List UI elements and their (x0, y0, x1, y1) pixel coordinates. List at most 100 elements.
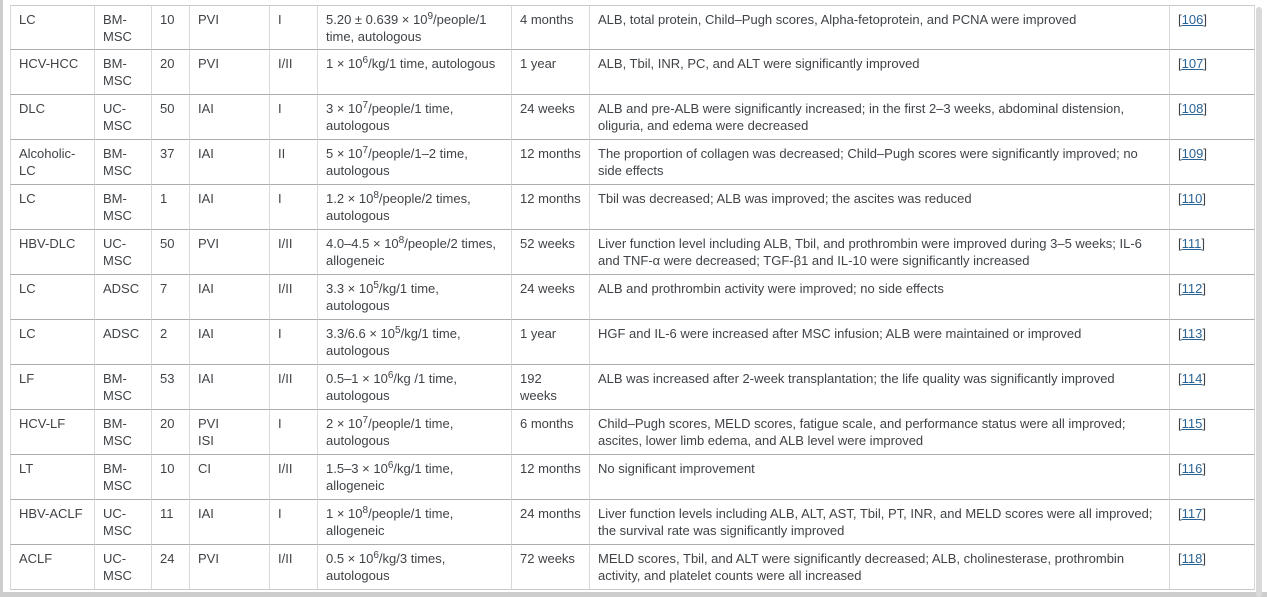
reference-link[interactable]: 109 (1181, 146, 1204, 161)
reference-link[interactable]: 106 (1181, 12, 1204, 27)
route-label-2: ISI (198, 433, 214, 448)
reference-cell: [106] (1170, 5, 1255, 50)
duration-label: 12 months (520, 146, 581, 161)
table-row: Alcoholic-LC BM-MSC 37 IAI II 5 × 107/pe… (10, 140, 1255, 185)
dose-rest: /kg /1 time, autologous (326, 371, 457, 403)
results-text: No significant improvement (598, 461, 755, 476)
reference-cell: [111] (1170, 230, 1255, 275)
disease-label: HBV-DLC (19, 236, 76, 251)
reference-cell: [110] (1170, 185, 1255, 230)
disease-cell: LF (10, 365, 95, 410)
disease-cell: LT (10, 455, 95, 500)
dose-cell: 1.5–3 × 106/kg/1 time, allogeneic (318, 455, 512, 500)
dose-rest: /kg/1 time, autologous (326, 281, 439, 313)
ref-open-bracket: [ (1178, 326, 1182, 341)
route-cell: IAI (190, 320, 270, 365)
patient-count-cell: 2 (152, 320, 190, 365)
duration-label: 72 weeks (520, 551, 575, 566)
dose-rest: /people/1 time, autologous (326, 416, 454, 448)
cell-type-cell: UC-MSC (95, 545, 152, 590)
table-row: HBV-ACLF UC-MSC 11 IAI I 1 × 108/people/… (10, 500, 1255, 545)
results-text: HGF and IL-6 were increased after MSC in… (598, 326, 1082, 341)
duration-cell: 24 months (512, 500, 590, 545)
disease-cell: LC (10, 185, 95, 230)
dose-rest: /kg/1 time, autologous (326, 326, 461, 358)
dose-cell: 0.5 × 106/kg/3 times, autologous (318, 545, 512, 590)
cell-type-cell: UC-MSC (95, 230, 152, 275)
dose-rest: /people/2 times, allogeneic (326, 236, 496, 268)
results-cell: No significant improvement (590, 455, 1170, 500)
phase-label: I/II (278, 56, 293, 71)
phase-label: I/II (278, 281, 293, 296)
duration-cell: 52 weeks (512, 230, 590, 275)
disease-label: HBV-ACLF (19, 506, 83, 521)
reference-link[interactable]: 117 (1181, 506, 1203, 521)
reference-link[interactable]: 111 (1181, 236, 1202, 251)
disease-label: DLC (19, 101, 46, 116)
route-label: IAI (198, 146, 214, 161)
dose-rest: /people/1–2 time, autologous (326, 146, 468, 178)
results-text: ALB, Tbil, INR, PC, and ALT were signifi… (598, 56, 920, 71)
dose-cell: 3.3 × 105/kg/1 time, autologous (318, 275, 512, 320)
route-cell: IAI (190, 365, 270, 410)
ref-open-bracket: [ (1178, 12, 1182, 27)
results-cell: ALB and pre-ALB were significantly incre… (590, 95, 1170, 140)
ref-close-bracket: ] (1202, 551, 1206, 566)
reference-cell: [116] (1170, 455, 1255, 500)
duration-cell: 1 year (512, 50, 590, 95)
patient-count-cell: 24 (152, 545, 190, 590)
results-text: Liver function levels including ALB, ALT… (598, 506, 1153, 538)
ref-open-bracket: [ (1178, 191, 1182, 206)
duration-label: 12 months (520, 191, 581, 206)
page-edge-bottom (0, 592, 1267, 597)
dose-exponent: 8 (373, 190, 379, 201)
duration-cell: 4 months (512, 5, 590, 50)
route-label: IAI (198, 191, 214, 206)
reference-link[interactable]: 114 (1181, 371, 1203, 386)
disease-label: LC (19, 326, 36, 341)
results-cell: Child–Pugh scores, MELD scores, fatigue … (590, 410, 1170, 455)
phase-cell: I (270, 410, 318, 455)
ref-open-bracket: [ (1178, 281, 1182, 296)
duration-label: 6 months (520, 416, 574, 431)
cell-type-label: BM-MSC (103, 371, 132, 403)
results-text: ALB was increased after 2-week transplan… (598, 371, 1115, 386)
route-label: PVI (198, 56, 219, 71)
dose-exponent: 8 (362, 505, 369, 516)
dose-base: 3.3 × 10 (326, 281, 374, 296)
ref-close-bracket: ] (1202, 371, 1206, 386)
route-label: PVI (198, 551, 219, 566)
route-cell: IAI (190, 275, 270, 320)
cell-type-label: ADSC (103, 326, 140, 341)
patient-count-cell: 20 (152, 410, 190, 455)
duration-cell: 12 months (512, 140, 590, 185)
reference-link[interactable]: 107 (1181, 56, 1204, 71)
route-label: IAI (198, 326, 214, 341)
ref-open-bracket: [ (1178, 146, 1182, 161)
disease-cell: LC (10, 5, 95, 50)
cell-type-label: UC-MSC (103, 236, 132, 268)
dose-base: 0.5 × 10 (326, 551, 374, 566)
dose-rest: /kg/3 times, autologous (326, 551, 446, 583)
results-text: ALB and pre-ALB were significantly incre… (598, 101, 1125, 133)
ref-close-bracket: ] (1202, 416, 1206, 431)
phase-label: I (278, 12, 282, 27)
reference-link[interactable]: 115 (1181, 416, 1203, 431)
vertical-scrollbar[interactable] (1256, 7, 1262, 597)
cell-type-label: BM-MSC (103, 56, 132, 88)
reference-link[interactable]: 118 (1181, 551, 1203, 566)
table-row: HBV-DLC UC-MSC 50 PVI I/II 4.0–4.5 × 108… (10, 230, 1255, 275)
reference-link[interactable]: 110 (1181, 191, 1203, 206)
table-row: LF BM-MSC 53 IAI I/II 0.5–1 × 106/kg /1 … (10, 365, 1255, 410)
phase-label: I/II (278, 236, 293, 251)
results-text: ALB and prothrombin activity were improv… (598, 281, 944, 296)
reference-link[interactable]: 108 (1181, 101, 1204, 116)
reference-link[interactable]: 116 (1181, 461, 1203, 476)
dose-base: 1 × 10 (326, 56, 363, 71)
phase-label: I (278, 191, 282, 206)
phase-label: II (278, 146, 286, 161)
reference-link[interactable]: 113 (1181, 326, 1203, 341)
reference-cell: [107] (1170, 50, 1255, 95)
reference-link[interactable]: 112 (1181, 281, 1203, 296)
route-label: PVI (198, 416, 219, 431)
